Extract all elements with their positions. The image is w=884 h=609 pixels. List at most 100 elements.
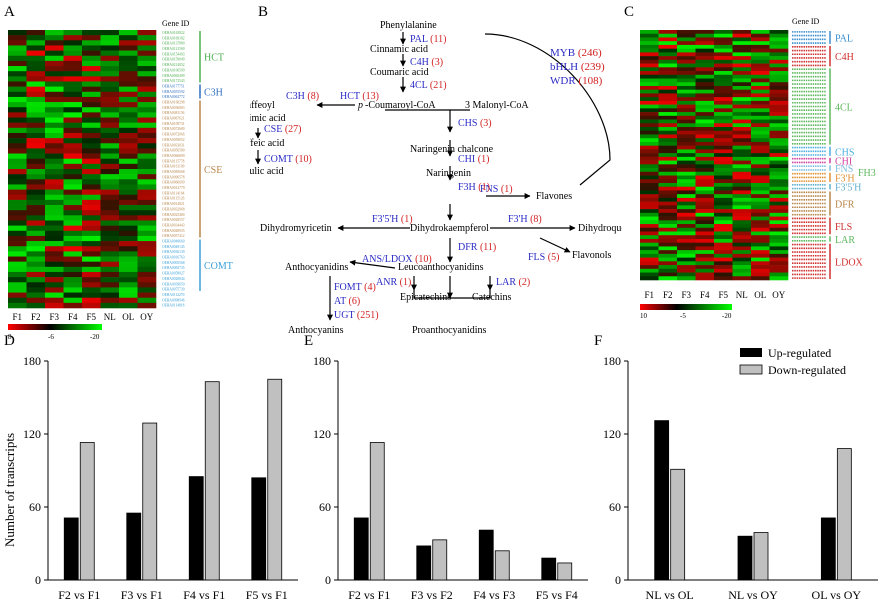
heatmap-cell bbox=[714, 37, 733, 42]
heatmap-cell bbox=[732, 179, 752, 184]
heatmap-cell bbox=[751, 272, 770, 277]
heatmap-cell bbox=[26, 292, 46, 299]
heatmap-cell bbox=[45, 55, 64, 62]
x-tick-label: F3 vs F1 bbox=[121, 588, 163, 602]
heatmap-cell bbox=[751, 67, 770, 72]
heatmap-cell bbox=[732, 227, 752, 232]
heatmap-cell bbox=[751, 171, 770, 176]
heatmap-cell bbox=[714, 33, 733, 38]
pathway-diagram: Phenylalanine Cinnamic acid Coumaric aci… bbox=[250, 20, 622, 336]
heatmap-cell bbox=[677, 93, 696, 98]
heatmap-cell bbox=[45, 86, 64, 93]
heatmap-cell bbox=[8, 71, 27, 77]
heatmap-cell bbox=[732, 246, 752, 251]
heatmap-cell bbox=[45, 184, 64, 190]
heatmap-cell bbox=[26, 86, 46, 93]
gene-id-label: OEHA0072066 bbox=[162, 133, 185, 137]
heatmap-cell bbox=[137, 282, 157, 288]
heatmap-cell bbox=[677, 33, 696, 38]
heatmap-cell bbox=[677, 235, 696, 240]
heatmap-cell bbox=[640, 93, 659, 98]
heatmap-cell bbox=[751, 130, 770, 135]
heatmap-cell bbox=[63, 91, 83, 98]
heatmap-cell bbox=[100, 127, 120, 134]
heatmap-cell bbox=[45, 96, 64, 103]
heatmap-cell bbox=[640, 160, 659, 165]
heatmap-cell bbox=[63, 225, 83, 232]
heatmap-cell bbox=[677, 156, 696, 161]
heatmap-cell bbox=[769, 182, 789, 188]
heatmap-cell bbox=[26, 107, 46, 113]
heatmap-cell bbox=[640, 194, 659, 199]
heatmap-cell bbox=[751, 175, 770, 180]
heatmap-cell bbox=[63, 60, 83, 67]
heatmap-cell bbox=[769, 205, 789, 210]
heatmap-cell bbox=[100, 55, 120, 62]
heatmap-cell bbox=[769, 179, 789, 184]
bar-up bbox=[820, 517, 836, 581]
heatmap-cell bbox=[100, 271, 120, 278]
heatmap-cell bbox=[751, 145, 770, 150]
heatmap-cell bbox=[769, 246, 789, 251]
heatmap-cell bbox=[26, 256, 46, 262]
heatmap-cell bbox=[100, 81, 120, 87]
heatmap-cell bbox=[751, 85, 770, 91]
column-label: NL bbox=[736, 290, 748, 300]
heatmap-cell bbox=[677, 78, 696, 83]
heatmap-cell bbox=[82, 30, 101, 36]
column-label: F3 bbox=[49, 312, 59, 322]
gene-id-label: OEHA0028557 bbox=[162, 218, 185, 222]
heatmap-cell bbox=[100, 158, 120, 165]
heatmap-cell bbox=[63, 302, 83, 309]
gene-id-label: OEHA0121569 bbox=[162, 47, 185, 51]
heatmap-cell bbox=[677, 179, 696, 184]
gene-id-label: OEHA0049145 bbox=[162, 245, 185, 249]
heatmap-cell bbox=[658, 52, 678, 57]
heatmap-cell bbox=[677, 82, 696, 87]
heatmap-cell bbox=[640, 52, 659, 57]
heatmap-cell bbox=[658, 194, 678, 199]
bar-down bbox=[142, 422, 158, 581]
bar-up bbox=[478, 529, 494, 581]
heatmap-cell bbox=[714, 171, 733, 176]
heatmap-cell bbox=[45, 302, 64, 309]
heatmap-cell bbox=[640, 74, 659, 79]
heatmap-cell bbox=[732, 149, 752, 154]
heatmap-cell bbox=[658, 205, 678, 210]
heatmap-cell bbox=[695, 156, 715, 161]
heatmap-cell bbox=[8, 112, 27, 118]
heatmap-cell bbox=[732, 127, 752, 132]
heatmap-cell bbox=[63, 122, 83, 129]
heatmap-cell bbox=[82, 287, 101, 293]
heatmap-cell bbox=[26, 169, 46, 175]
heatmap-cell bbox=[119, 148, 138, 154]
heatmap-cell bbox=[695, 168, 715, 173]
heatmap-cell bbox=[137, 163, 157, 170]
heatmap-cell bbox=[695, 276, 715, 281]
heatmap-cell bbox=[714, 182, 733, 188]
heatmap-cell bbox=[119, 251, 138, 257]
legend-swatch-up bbox=[740, 348, 762, 357]
heatmap-cell bbox=[769, 250, 789, 255]
heatmap-cell bbox=[695, 265, 715, 270]
bar-up bbox=[654, 420, 670, 581]
heatmap-cell bbox=[751, 160, 770, 165]
heatmap-cell bbox=[714, 85, 733, 91]
enzyme-label: PAL (11) bbox=[410, 34, 446, 45]
heatmap-cell bbox=[677, 104, 696, 109]
heatmap-cell bbox=[658, 89, 678, 94]
heatmap-cell bbox=[63, 246, 83, 252]
gene-id-label: OEHA0055592 bbox=[162, 90, 185, 94]
heatmap-cell bbox=[63, 158, 83, 165]
heatmap-cell bbox=[751, 265, 770, 270]
heatmap-cell bbox=[714, 134, 733, 139]
heatmap-cell bbox=[677, 231, 696, 236]
heatmap-cell bbox=[63, 153, 83, 160]
heatmap-cell bbox=[769, 171, 789, 176]
heatmap-cell bbox=[63, 45, 83, 51]
bar-down bbox=[670, 468, 686, 581]
heatmap-cell bbox=[732, 71, 752, 76]
heatmap-cell bbox=[677, 138, 696, 143]
heatmap-cell bbox=[714, 130, 733, 135]
gene-id-header-a: Gene ID bbox=[162, 19, 190, 28]
